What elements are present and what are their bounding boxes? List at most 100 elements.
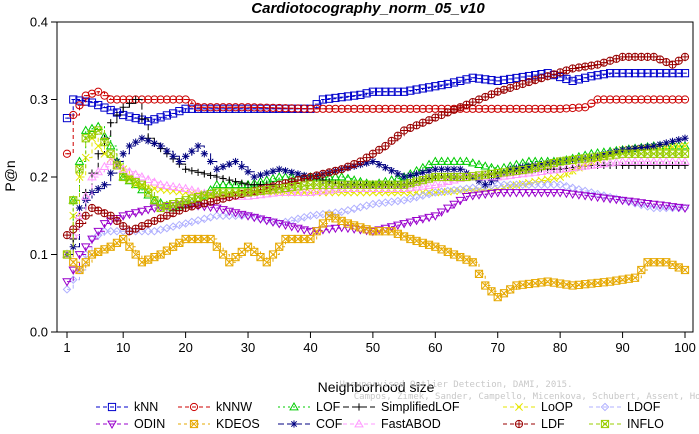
data-point [580, 161, 590, 170]
data-point [668, 137, 677, 145]
data-point [580, 192, 590, 201]
data-point [393, 104, 402, 113]
data-point [443, 108, 452, 117]
data-point [375, 188, 384, 197]
data-point [118, 212, 129, 221]
data-point [368, 149, 377, 158]
data-point [187, 104, 196, 113]
data-point [318, 95, 328, 104]
data-point [449, 200, 459, 210]
data-point [287, 104, 296, 113]
data-point [81, 258, 90, 267]
data-point [375, 161, 383, 169]
data-point [375, 87, 384, 96]
data-point [637, 143, 645, 152]
data-point [112, 161, 122, 170]
data-point [275, 103, 284, 113]
data-point [124, 175, 135, 185]
data-point [100, 91, 109, 100]
data-point [555, 180, 565, 190]
data-point [155, 179, 166, 189]
data-point [680, 52, 690, 61]
data-point [106, 226, 116, 236]
data-point [94, 87, 103, 96]
data-point [673, 203, 684, 213]
data-point [443, 79, 452, 89]
data-point [293, 187, 303, 196]
data-point [643, 161, 652, 169]
series-kdeos [62, 211, 690, 302]
data-point [62, 250, 72, 259]
data-point [143, 226, 153, 236]
data-point [118, 164, 129, 173]
data-point [612, 69, 621, 78]
data-point [474, 191, 484, 200]
data-point [168, 181, 178, 191]
data-point [343, 206, 353, 215]
watermark-line-2: Unsupervised Outlier Detection, DAMI, 20… [340, 380, 573, 390]
data-point [163, 147, 171, 155]
data-point [99, 220, 110, 229]
data-point [611, 157, 622, 166]
data-point [518, 104, 527, 113]
data-point [681, 142, 689, 150]
data-point [680, 204, 690, 213]
data-point [662, 69, 671, 78]
legend-label: LOF [316, 400, 341, 414]
data-point [113, 111, 121, 119]
data-point [580, 186, 590, 196]
data-point [286, 223, 297, 232]
data-point [162, 111, 171, 120]
data-point [356, 104, 365, 113]
data-point [468, 258, 477, 267]
data-point [143, 206, 153, 215]
data-point [561, 189, 572, 199]
data-point [574, 191, 584, 200]
y-tick-label: 0.0 [30, 325, 48, 340]
data-point [162, 203, 172, 212]
data-point [605, 158, 615, 167]
data-point [387, 104, 396, 113]
data-point [399, 104, 409, 113]
data-point [268, 218, 278, 227]
data-point [180, 183, 191, 193]
data-point [637, 265, 646, 275]
x-tick-label: 70 [490, 340, 504, 355]
data-point [244, 181, 252, 189]
data-point [94, 100, 103, 110]
data-point [387, 188, 396, 197]
data-point [343, 104, 353, 113]
x-tick-label: 50 [366, 340, 380, 355]
data-point [87, 235, 97, 244]
data-point [537, 180, 546, 190]
data-point [656, 140, 664, 149]
data-point [293, 104, 303, 113]
data-point [643, 143, 652, 151]
data-point [238, 163, 246, 171]
x-tick-label: 60 [428, 340, 442, 355]
data-point [667, 203, 678, 212]
data-point [655, 203, 665, 213]
data-point [418, 104, 427, 113]
data-point [250, 103, 259, 112]
data-point [212, 103, 221, 112]
data-point [536, 189, 547, 198]
data-point [574, 161, 584, 171]
data-point [262, 258, 271, 267]
data-point [650, 161, 658, 169]
data-point [561, 163, 572, 172]
data-point [499, 85, 509, 94]
data-point [568, 64, 577, 73]
y-tick-label: 0.4 [30, 15, 48, 30]
data-point [62, 278, 72, 287]
data-point [430, 212, 441, 221]
data-point [132, 95, 140, 104]
data-point [80, 191, 91, 200]
data-point [455, 173, 466, 182]
data-point [587, 99, 596, 108]
data-point [150, 196, 159, 205]
data-point [393, 188, 402, 197]
data-point [600, 402, 610, 412]
data-point [337, 93, 346, 102]
data-point [169, 152, 177, 160]
